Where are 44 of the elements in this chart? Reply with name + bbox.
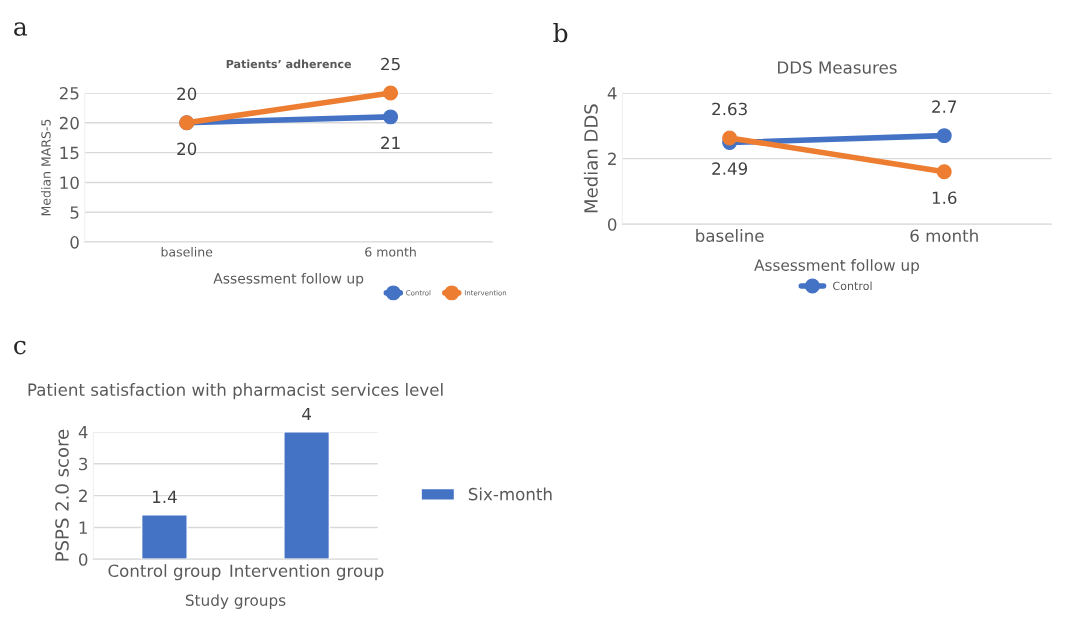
x-tick-label: 6 month bbox=[910, 229, 978, 242]
chart-title: Patient satisfaction with pharmacist services level bbox=[28, 383, 443, 400]
chart-title: Patients’ adherence bbox=[226, 59, 352, 69]
text: c bbox=[14, 340, 26, 355]
chart-title: DDS Measures bbox=[778, 61, 897, 74]
data-label: 2.7 bbox=[932, 100, 957, 113]
y-tick-label: 4 bbox=[78, 426, 88, 439]
legend-label: Control bbox=[833, 281, 872, 291]
y-tick-label: 0 bbox=[70, 236, 79, 249]
data-label: 2.63 bbox=[712, 102, 747, 116]
text: b bbox=[553, 22, 568, 43]
y-tick-label: 20 bbox=[59, 116, 79, 130]
y-tick-label: 0 bbox=[78, 553, 88, 566]
x-axis-title: Assessment follow up bbox=[754, 259, 920, 274]
y-tick-label: 2 bbox=[608, 152, 616, 165]
x-tick-label: Control group bbox=[108, 564, 221, 581]
y-tick-label: 15 bbox=[60, 146, 79, 160]
y-tick-label: 2 bbox=[79, 489, 87, 502]
x-tick-label: baseline bbox=[161, 246, 213, 257]
y-tick-label: 4 bbox=[607, 87, 617, 100]
legend-label: Six-month bbox=[468, 487, 552, 501]
data-label: 1.6 bbox=[932, 191, 957, 205]
data-label: 4 bbox=[302, 407, 311, 421]
y-axis-title: Median MARS-5 bbox=[41, 119, 51, 216]
y-tick-label: 0 bbox=[607, 218, 617, 231]
y-tick-label: 10 bbox=[60, 176, 79, 190]
y-tick-label: 1 bbox=[79, 521, 87, 534]
x-tick-label: Intervention group bbox=[230, 564, 384, 581]
y-tick-label: 5 bbox=[70, 206, 79, 219]
data-label: 20 bbox=[177, 142, 197, 156]
data-label: 2.49 bbox=[712, 162, 748, 175]
x-axis-title: Assessment follow up bbox=[213, 272, 364, 287]
data-label: 21 bbox=[381, 136, 400, 149]
x-axis-title: Study groups bbox=[185, 594, 286, 609]
data-label: 20 bbox=[177, 87, 197, 101]
x-tick-label: 6 month bbox=[365, 246, 416, 257]
data-label: 1.4 bbox=[153, 490, 177, 503]
y-tick-label: 3 bbox=[79, 457, 88, 471]
data-label: 25 bbox=[381, 57, 400, 71]
y-tick-label: 25 bbox=[59, 86, 79, 100]
x-tick-label: baseline bbox=[696, 229, 764, 242]
y-axis-title: Median DDS bbox=[583, 104, 598, 213]
y-axis-title: PSPS 2.0 score bbox=[55, 429, 69, 561]
text: a bbox=[14, 22, 28, 36]
